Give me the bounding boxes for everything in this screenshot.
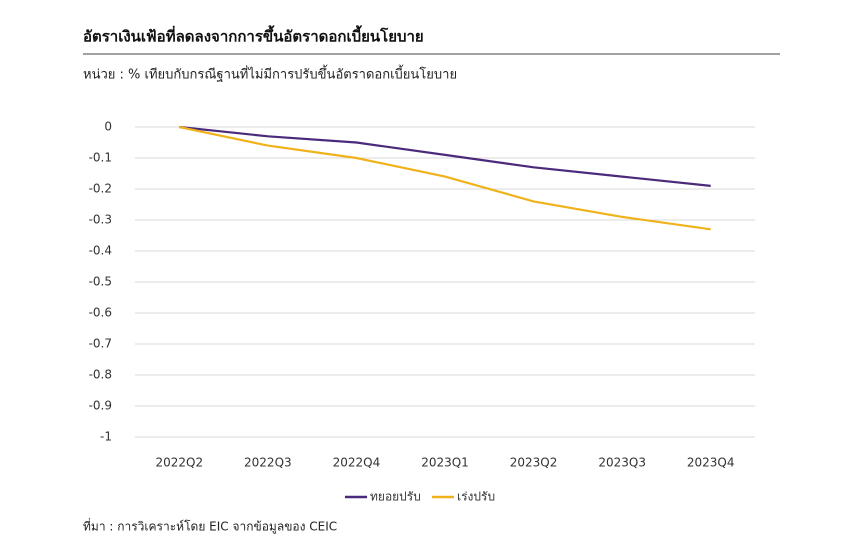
y-tick-label: -0.2 [89,182,112,196]
y-tick-label: -0.7 [89,337,112,351]
x-tick-label: 2023Q3 [598,456,646,470]
y-tick-label: -0.8 [89,368,112,382]
x-tick-label: 2023Q4 [687,456,735,470]
y-tick-label: -0.9 [89,399,112,413]
y-tick-label: -0.6 [89,306,112,320]
y-tick-label: -0.4 [89,244,112,258]
chart-source: ที่มา : การวิเคราะห์โดย EIC จากข้อมูลของ… [83,518,337,535]
series-line [179,125,711,231]
x-tick-label: 2023Q1 [421,456,469,470]
y-tick-label: 0 [104,120,112,134]
y-tick-label: -0.1 [89,151,112,165]
y-tick-label: -0.3 [89,213,112,227]
legend-label: ทยอยปรับ [370,490,421,504]
chart-subtitle: หน่วย : % เทียบกับกรณีฐานที่ไม่มีการปรับ… [83,65,457,83]
y-tick-label: -1 [100,430,112,444]
series-line [179,125,711,187]
x-tick-label: 2022Q2 [155,456,203,470]
x-tick-label: 2022Q4 [333,456,381,470]
y-tick-label: -0.5 [89,275,112,289]
x-tick-label: 2022Q3 [244,456,292,470]
x-tick-label: 2023Q2 [510,456,558,470]
legend-label: เร่งปรับ [457,490,495,504]
chart-title: อัตราเงินเฟ้อที่ลดลงจากการขึ้นอัตราดอกเบ… [83,25,424,46]
